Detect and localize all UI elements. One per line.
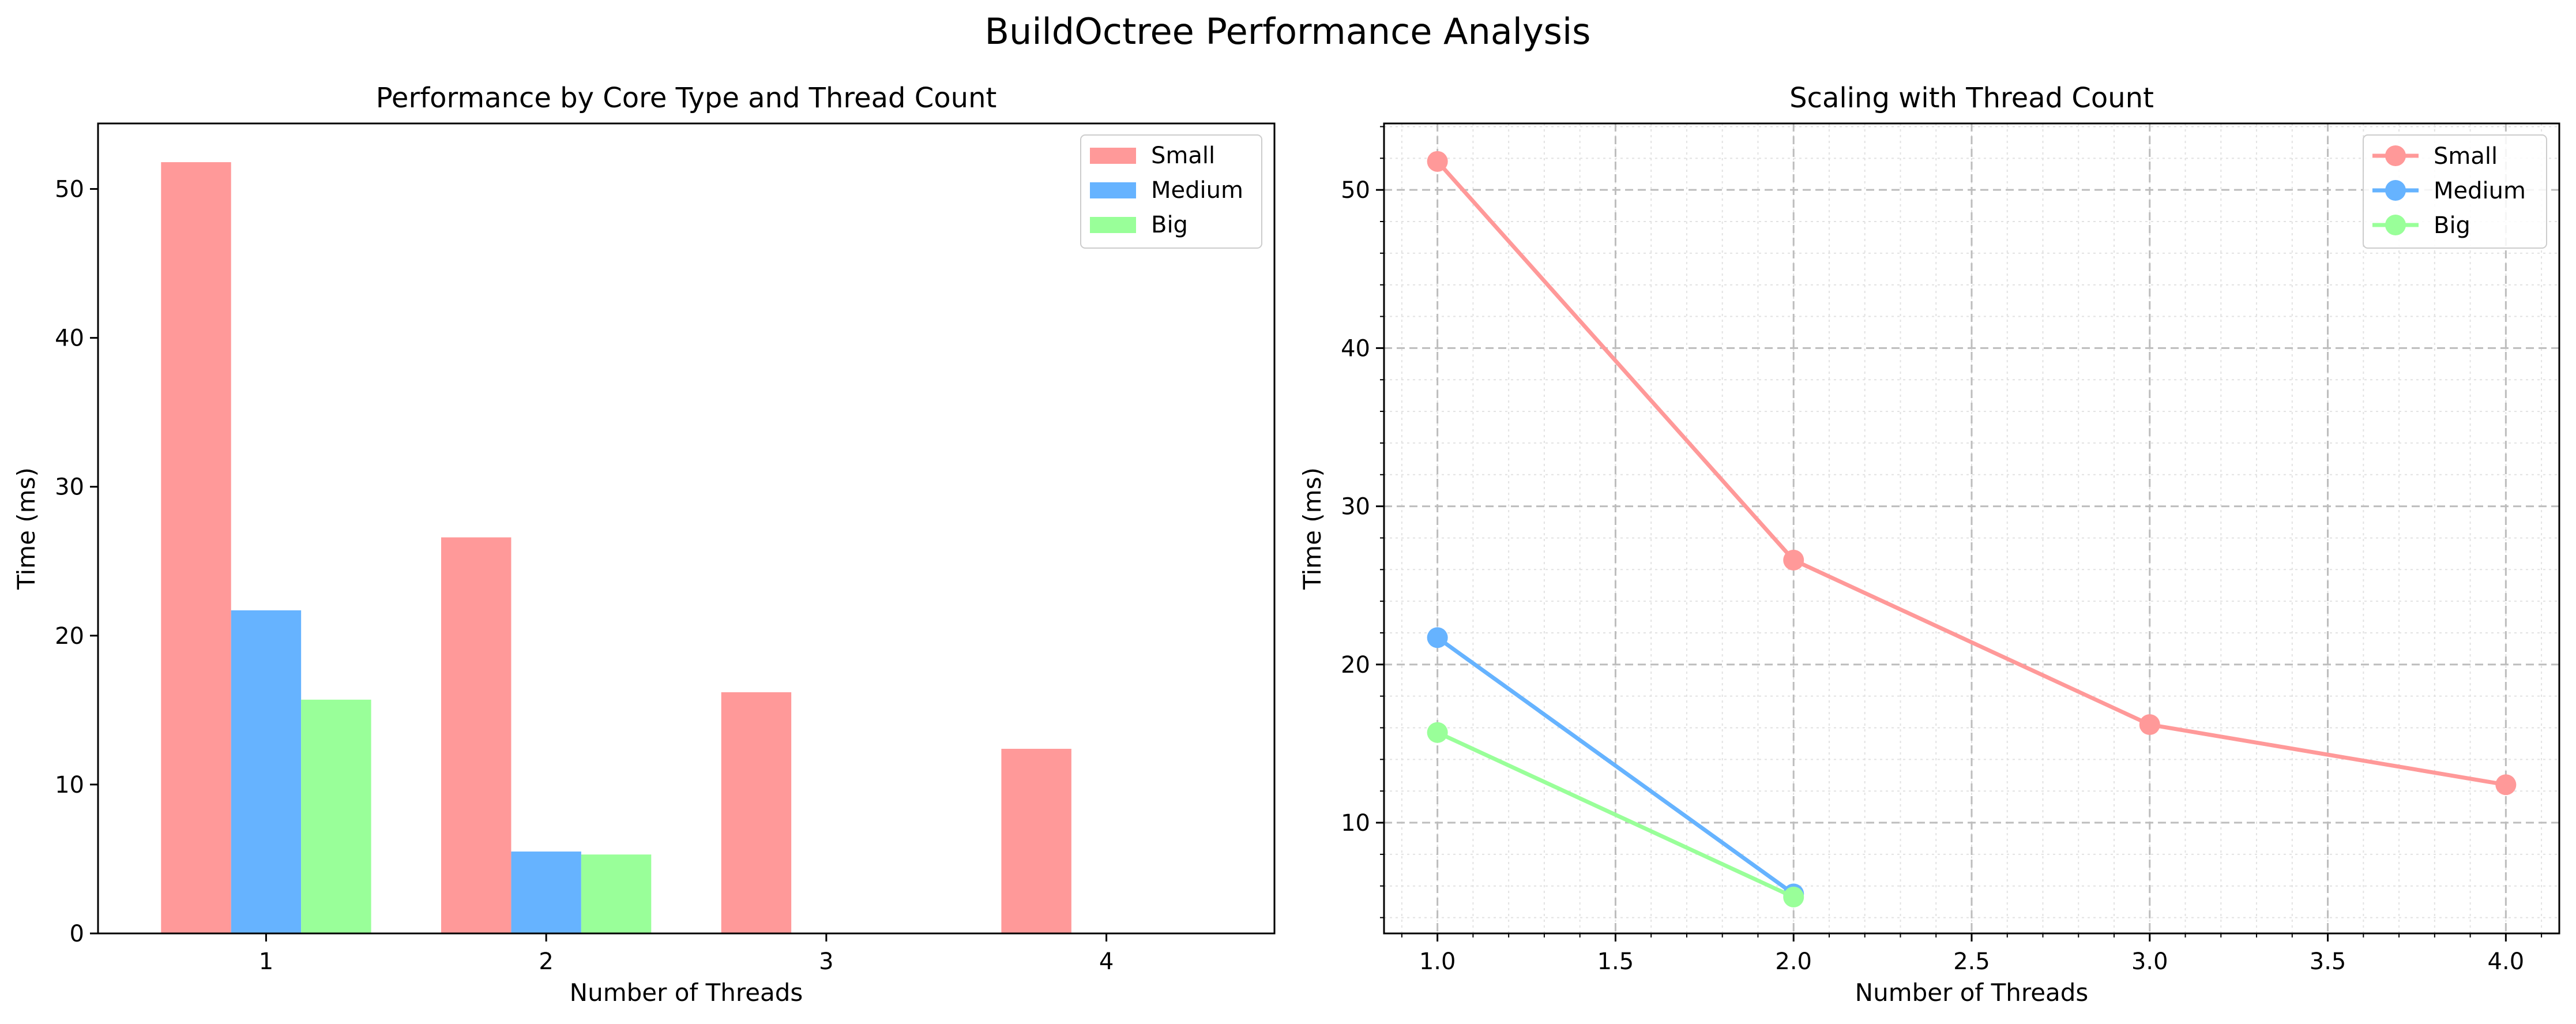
x-tick-label: 2: [539, 948, 553, 975]
x-tick-label: 2.0: [1775, 948, 1812, 975]
line-chart-legend: Small Medium Big: [2363, 134, 2547, 249]
legend-marker-big: [2385, 215, 2406, 235]
legend-label-big: Big: [2434, 212, 2470, 239]
line-chart-ticks: 1.0 1.5 2.0 2.5 3.0 3.5 4.0 10 20 30 40 50: [1341, 126, 2543, 975]
x-tick-label: 4.0: [2488, 948, 2525, 975]
bar-chart-panel: Performance by Core Type and Thread Coun…: [12, 82, 1276, 1007]
y-tick-label: 0: [70, 921, 84, 947]
x-tick-label: 3.5: [2310, 948, 2346, 975]
x-tick-label: 3.0: [2131, 948, 2168, 975]
line-chart-grid: [1384, 123, 2559, 933]
point-big-2: [1783, 886, 1804, 907]
legend-label-medium: Medium: [1151, 177, 1243, 204]
bar-chart-frame: [97, 122, 1276, 935]
bar-big-1: [301, 699, 371, 933]
bar-chart-xlabel: Number of Threads: [570, 978, 803, 1007]
point-small-1: [1427, 151, 1448, 172]
x-tick-label: 2.5: [1953, 948, 1990, 975]
y-tick-label: 40: [55, 325, 84, 352]
legend-label-medium: Medium: [2434, 178, 2526, 204]
line-chart-ylabel: Time (ms): [1298, 467, 1326, 590]
y-tick-label: 30: [1341, 494, 1370, 520]
legend-label-small: Small: [1151, 142, 1215, 169]
x-tick-label: 1.5: [1597, 948, 1634, 975]
bar-small-3: [721, 692, 792, 933]
x-tick-label: 1: [259, 948, 273, 975]
x-tick-label: 3: [819, 948, 833, 975]
y-tick-label: 20: [1341, 652, 1370, 678]
legend-marker-small: [2385, 145, 2406, 166]
figure-title: BuildOctree Performance Analysis: [984, 10, 1590, 52]
bar-small-1: [161, 162, 231, 934]
series-line-big: [1436, 730, 1795, 899]
series-line-small: [1436, 160, 2506, 787]
legend-swatch-medium: [1090, 182, 1136, 198]
y-tick-label: 40: [1341, 335, 1370, 362]
line-chart-title: Scaling with Thread Count: [1789, 82, 2154, 114]
point-small-4: [2495, 774, 2517, 796]
bar-small-4: [1001, 748, 1071, 933]
point-big-1: [1427, 722, 1448, 743]
y-tick-label: 30: [55, 474, 84, 501]
bar-medium-2: [511, 852, 581, 933]
legend-swatch-small: [1090, 148, 1136, 164]
legend-box: [2363, 134, 2547, 249]
bar-chart-ylabel: Time (ms): [12, 467, 40, 590]
y-tick-label: 10: [1341, 810, 1370, 837]
y-tick-label: 20: [55, 623, 84, 650]
legend-marker-medium: [2385, 180, 2406, 201]
legend-swatch-big: [1090, 217, 1136, 233]
point-medium-1: [1427, 627, 1448, 648]
series-line-medium: [1436, 636, 1795, 896]
line-chart-xlabel: Number of Threads: [1855, 978, 2089, 1007]
legend-label-big: Big: [1151, 212, 1188, 238]
x-tick-label: 4: [1099, 948, 1114, 975]
y-tick-label: 50: [1341, 177, 1370, 204]
bar-chart-title: Performance by Core Type and Thread Coun…: [376, 82, 997, 114]
bar-medium-1: [231, 610, 302, 933]
point-small-3: [2139, 714, 2160, 736]
y-tick-label: 10: [55, 772, 84, 798]
bar-chart-legend: Small Medium Big: [1080, 134, 1262, 249]
line-chart-panel: Scaling with Thread Count 1.0 1.5 2.0 2.5 3.…: [1298, 82, 2560, 1007]
line-chart-series: [1427, 151, 2517, 907]
y-tick-label: 50: [55, 177, 84, 203]
x-tick-label: 1.0: [1419, 948, 1456, 975]
bar-chart-bars: [161, 162, 1071, 934]
legend-label-small: Small: [2434, 143, 2498, 170]
bar-big-2: [581, 854, 652, 933]
bar-small-2: [441, 537, 512, 933]
point-small-2: [1783, 549, 1804, 571]
